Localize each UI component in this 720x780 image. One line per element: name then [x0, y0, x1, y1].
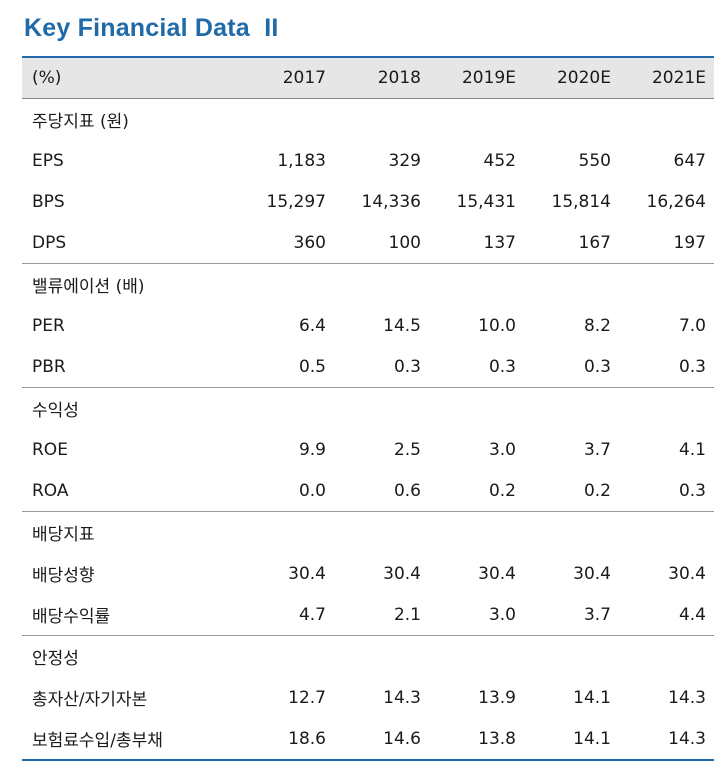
table-row: EPS 1,183 329 452 550 647	[22, 140, 714, 181]
table-cell: 4.4	[678, 604, 706, 625]
row-label: 총자산/자기자본	[32, 690, 148, 710]
table-cell: 14.3	[619, 718, 714, 761]
row-label: 배당수익률	[32, 607, 111, 627]
table-cell: 4.7	[298, 604, 326, 625]
table-row: 보험료수입/총부채 18.6 14.6 13.8 14.1 14.3	[22, 718, 714, 761]
table-cell: 14.6	[334, 718, 429, 761]
year-header: 2021E	[619, 56, 714, 99]
section-row: 밸류에이션 (배)	[22, 263, 714, 305]
table-cell: 0.3	[583, 356, 611, 377]
table-cell: 3.0	[488, 604, 516, 625]
table-cell: 30.4	[383, 563, 421, 584]
table-cell: 15,814	[551, 191, 611, 212]
table-row: DPS 360 100 137 167 197	[22, 222, 714, 264]
table-cell: 3.7	[583, 439, 611, 460]
financial-data-table: (%) 2017 2018 2019E 2020E 2021E 주당지표 (원)…	[22, 56, 714, 761]
table-cell: 15,431	[456, 191, 516, 212]
section-row: 안정성	[22, 635, 714, 677]
row-label: BPS	[32, 191, 65, 212]
table-row: 총자산/자기자본 12.7 14.3 13.9 14.1 14.3	[22, 677, 714, 718]
table-cell: 30.4	[478, 563, 516, 584]
table-cell: 14.3	[668, 687, 706, 708]
row-label: DPS	[32, 232, 67, 253]
table-cell: 4.1	[678, 439, 706, 460]
table-cell: 30.4	[668, 563, 706, 584]
table-cell: 14.1	[573, 687, 611, 708]
row-label: 보험료수입/총부채	[22, 718, 239, 761]
table-cell: 0.3	[678, 356, 706, 377]
section-title: 배당지표	[22, 511, 714, 553]
table-cell: 2.1	[393, 604, 421, 625]
table-cell: 360	[293, 232, 326, 253]
table-row: 배당수익률 4.7 2.1 3.0 3.7 4.4	[22, 594, 714, 636]
table-cell: 13.8	[429, 718, 524, 761]
row-label: ROE	[32, 439, 68, 460]
row-label: PER	[32, 315, 65, 336]
table-cell: 7.0	[678, 315, 706, 336]
table-row: ROA 0.0 0.6 0.2 0.2 0.3	[22, 470, 714, 512]
table-cell: 0.5	[298, 356, 326, 377]
table-cell: 100	[388, 232, 421, 253]
table-cell: 2.5	[393, 439, 421, 460]
table-cell: 15,297	[266, 191, 326, 212]
table-cell: 0.3	[393, 356, 421, 377]
table-cell: 329	[388, 150, 421, 171]
table-cell: 0.0	[298, 480, 326, 501]
table-cell: 197	[673, 232, 706, 253]
section-title: 안정성	[22, 635, 714, 677]
table-cell: 18.6	[239, 718, 334, 761]
table-cell: 137	[483, 232, 516, 253]
table-cell: 13.9	[478, 687, 516, 708]
table-row: BPS 15,297 14,336 15,431 15,814 16,264	[22, 181, 714, 222]
table-cell: 1,183	[277, 150, 326, 171]
table-header-row: (%) 2017 2018 2019E 2020E 2021E	[22, 56, 714, 99]
section-row: 주당지표 (원)	[22, 99, 714, 141]
section-title: 수익성	[22, 387, 714, 429]
table-cell: 8.2	[583, 315, 611, 336]
section-row: 배당지표	[22, 511, 714, 553]
page-title: Key Financial Data II	[24, 14, 279, 42]
year-header: 2017	[239, 56, 334, 99]
table-cell: 0.6	[393, 480, 421, 501]
table-cell: 452	[483, 150, 516, 171]
section-row: 수익성	[22, 387, 714, 429]
table-cell: 10.0	[478, 315, 516, 336]
table-cell: 30.4	[573, 563, 611, 584]
table-cell: 14.5	[383, 315, 421, 336]
row-label: 배당성향	[32, 566, 95, 586]
table-cell: 647	[673, 150, 706, 171]
table-cell: 14.1	[524, 718, 619, 761]
table-cell: 14.3	[383, 687, 421, 708]
table-cell: 3.0	[488, 439, 516, 460]
table-row: PER 6.4 14.5 10.0 8.2 7.0	[22, 305, 714, 346]
unit-header: (%)	[22, 56, 239, 99]
table-cell: 550	[578, 150, 611, 171]
table-cell: 16,264	[646, 191, 706, 212]
section-title: 밸류에이션 (배)	[22, 263, 714, 305]
table-cell: 0.3	[678, 480, 706, 501]
table-cell: 3.7	[583, 604, 611, 625]
table-row: PBR 0.5 0.3 0.3 0.3 0.3	[22, 346, 714, 388]
table-cell: 6.4	[298, 315, 326, 336]
table-cell: 12.7	[288, 687, 326, 708]
table-cell: 167	[578, 232, 611, 253]
table-cell: 0.2	[488, 480, 516, 501]
table-row: 배당성향 30.4 30.4 30.4 30.4 30.4	[22, 553, 714, 594]
table-row: ROE 9.9 2.5 3.0 3.7 4.1	[22, 429, 714, 470]
table-cell: 9.9	[298, 439, 326, 460]
table-cell: 0.2	[583, 480, 611, 501]
row-label: EPS	[32, 150, 64, 171]
section-title: 주당지표 (원)	[32, 112, 129, 132]
row-label: ROA	[32, 480, 69, 501]
row-label: PBR	[32, 356, 66, 377]
year-header: 2019E	[429, 56, 524, 99]
year-header: 2018	[334, 56, 429, 99]
table-cell: 14,336	[361, 191, 421, 212]
year-header: 2020E	[524, 56, 619, 99]
table-cell: 30.4	[288, 563, 326, 584]
table-cell: 0.3	[488, 356, 516, 377]
